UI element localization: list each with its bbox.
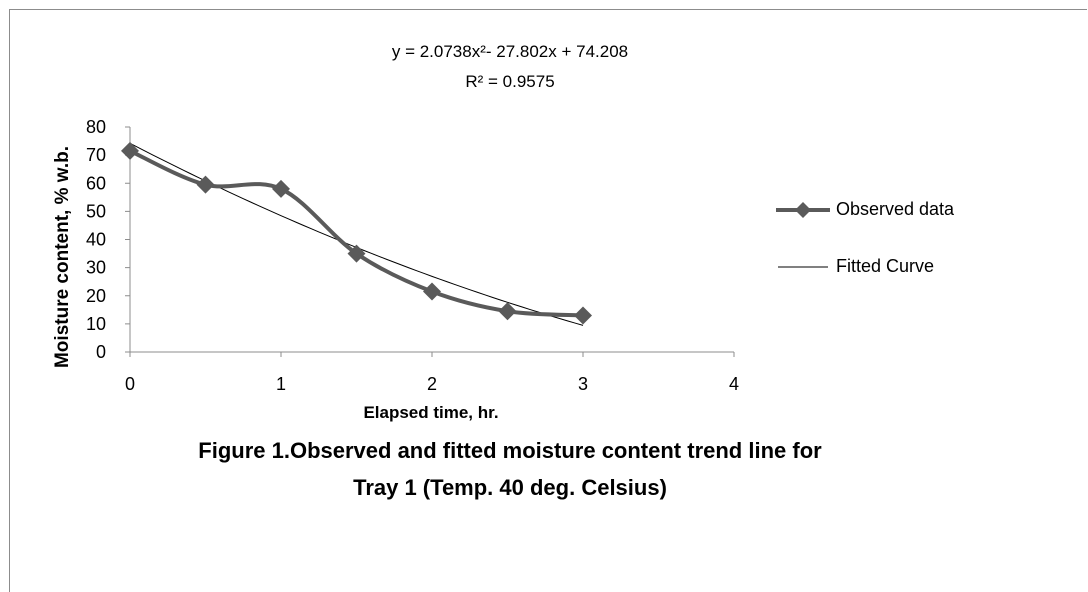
x-axis-label: Elapsed time, hr. [363, 403, 498, 422]
x-tick-label: 3 [578, 374, 588, 394]
observed-data-point [272, 179, 290, 198]
y-tick-label: 10 [86, 314, 106, 334]
y-tick-label: 60 [86, 173, 106, 193]
observed-data-point [196, 175, 215, 194]
y-axis-label: Moisture content, % w.b. [52, 146, 73, 368]
observed-data-point [347, 244, 366, 263]
y-tick-label: 70 [86, 145, 106, 165]
legend-label-fitted: Fitted Curve [836, 256, 935, 276]
legend-label-observed: Observed data [836, 199, 955, 219]
y-tick-label: 40 [86, 230, 106, 250]
y-tick-label: 30 [86, 258, 106, 278]
observed-data-point [498, 302, 517, 321]
x-tick-label: 1 [276, 374, 286, 394]
figure-caption-line1: Figure 1.Observed and fitted moisture co… [198, 438, 822, 463]
legend [776, 202, 830, 268]
legend-observed-marker [795, 202, 811, 218]
x-tick-label: 0 [125, 374, 135, 394]
trendline-equation: y = 2.0738x²- 27.802x + 74.208 [391, 42, 629, 61]
r-squared-label: R² = 0.9575 [465, 72, 555, 91]
x-tick-label: 4 [729, 374, 739, 394]
axes [129, 127, 734, 353]
y-tick-label: 50 [86, 201, 106, 221]
chart-frame [9, 9, 1087, 592]
y-tick-label: 80 [86, 117, 106, 137]
fitted-curve-line [129, 142, 584, 326]
y-tick-label: 0 [96, 342, 106, 362]
observed-data-point [423, 282, 441, 301]
observed-data-line [129, 149, 584, 318]
x-tick-label: 2 [427, 374, 437, 394]
observed-data-point [121, 141, 139, 160]
observed-data-point [574, 306, 592, 325]
y-tick-label: 20 [86, 286, 106, 306]
figure-caption-line2: Tray 1 (Temp. 40 deg. Celsius) [353, 475, 667, 500]
observed-data-markers [121, 141, 592, 325]
